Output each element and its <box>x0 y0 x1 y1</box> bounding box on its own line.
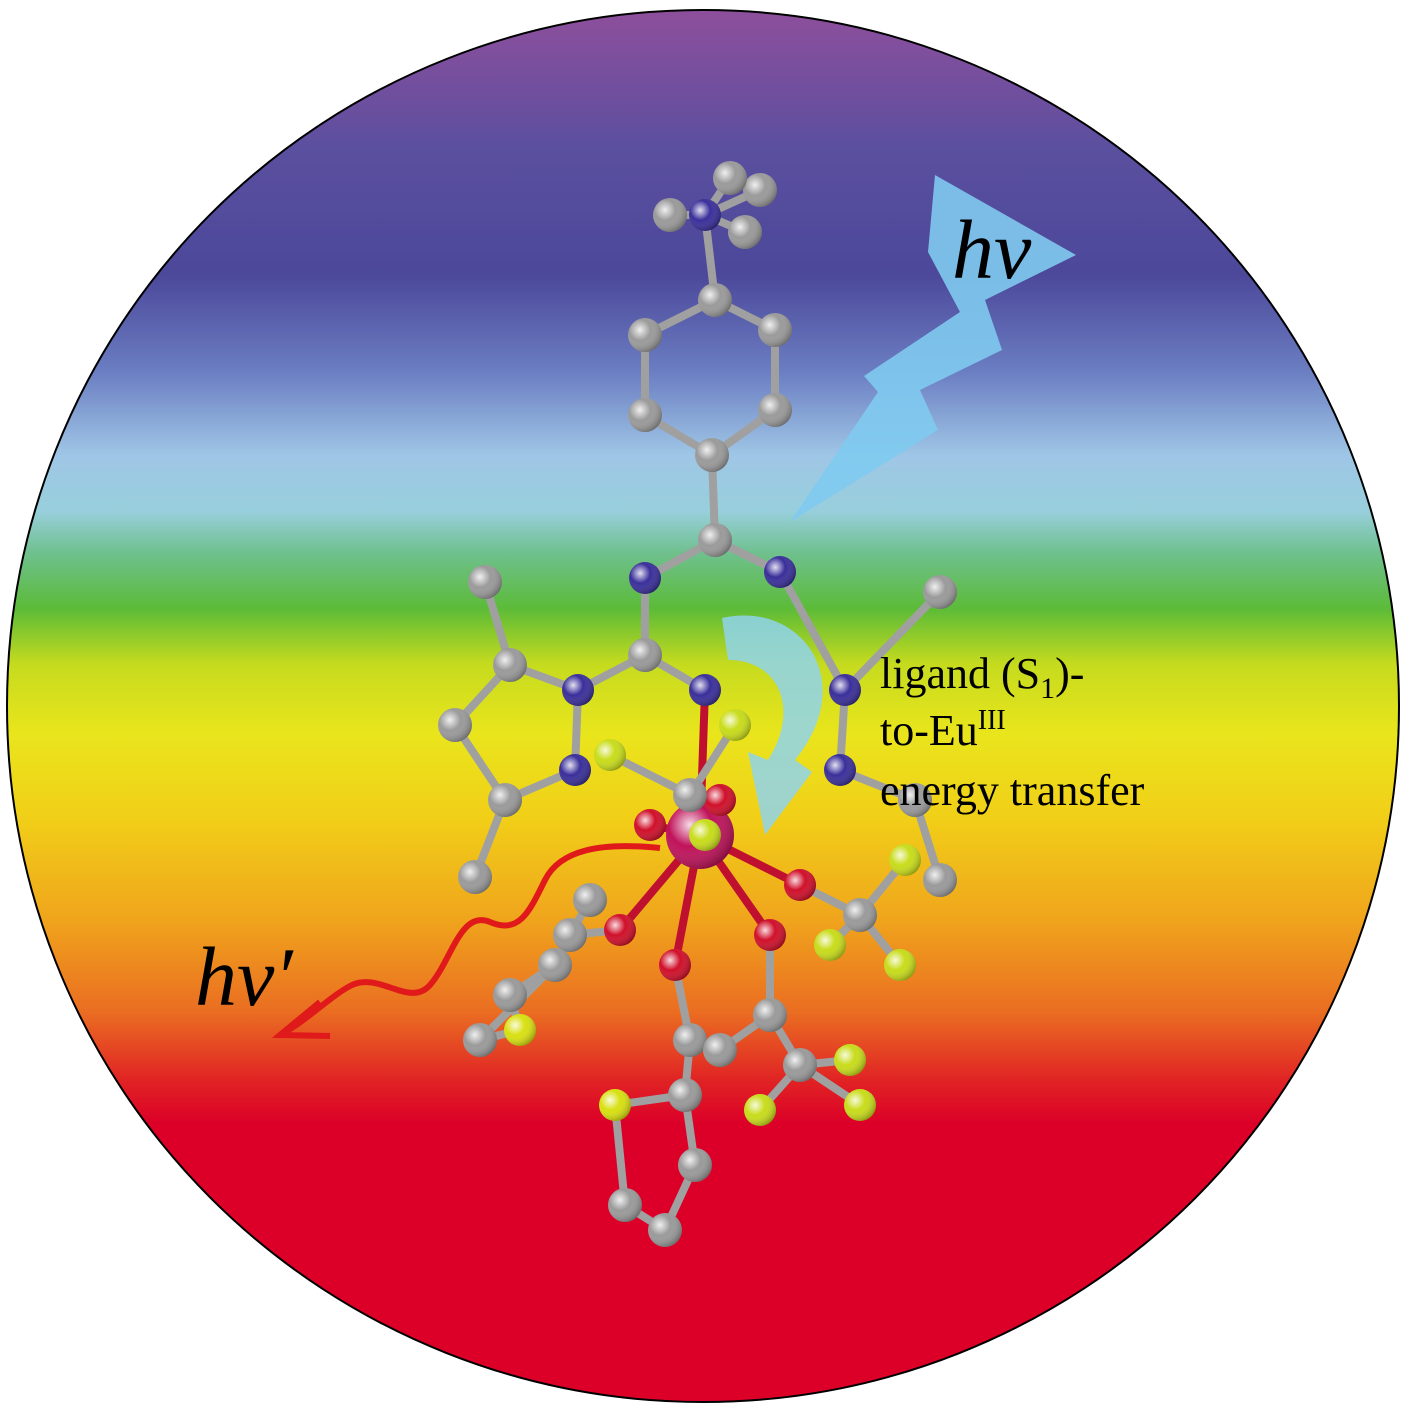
emission-arrowhead <box>271 999 331 1039</box>
annotation-text: to-Eu <box>880 706 978 755</box>
atom-shading <box>493 978 527 1012</box>
atom-shading <box>764 556 796 588</box>
emission-wave <box>278 843 661 1038</box>
annotation-superscript: III <box>978 705 1006 736</box>
atom-shading <box>744 1094 776 1126</box>
atom-shading <box>493 648 527 682</box>
atom-shading <box>659 949 691 981</box>
atom-shading <box>728 215 762 249</box>
atom-shading <box>678 1148 712 1182</box>
atom-shading <box>753 998 787 1032</box>
atom-shading <box>463 1023 497 1057</box>
bond <box>776 570 849 692</box>
atom-shading <box>573 883 607 917</box>
molecule <box>438 161 957 1247</box>
atom-shading <box>698 283 732 317</box>
atom-shading <box>843 898 877 932</box>
atom-shading <box>648 1213 682 1247</box>
atom-shading <box>758 393 792 427</box>
atom-shading <box>754 919 786 951</box>
atom-shading <box>468 565 502 599</box>
atom-shading <box>538 948 572 982</box>
atom-shading <box>438 708 472 742</box>
annotation-text: )- <box>1055 649 1084 698</box>
atom-shading <box>713 161 747 195</box>
atom-shading <box>628 638 662 672</box>
atom-shading <box>898 783 932 817</box>
excitation-label: hν <box>952 204 1032 297</box>
atom-shading <box>634 809 666 841</box>
atom-shading <box>553 918 587 952</box>
atom-shading <box>923 575 957 609</box>
atom-shading <box>673 778 707 812</box>
bond <box>842 589 943 693</box>
atom-shading <box>562 674 594 706</box>
atom-shading <box>884 949 916 981</box>
atom-shading <box>889 844 921 876</box>
atom-shading <box>704 784 736 816</box>
atom-shading <box>673 1023 707 1057</box>
atom-shading <box>629 562 661 594</box>
atom-shading <box>668 1078 702 1112</box>
atom-shading <box>695 438 729 472</box>
atom-shading <box>703 1033 737 1067</box>
annotation-line: energy transfer <box>880 766 1145 815</box>
atom-shading <box>758 313 792 347</box>
atom-shading <box>689 819 721 851</box>
emission-label: hν′ <box>195 931 294 1024</box>
atom-shading <box>814 929 846 961</box>
atom-shading <box>604 914 636 946</box>
atom-shading <box>689 674 721 706</box>
annotation-line: to-EuIII <box>880 705 1006 755</box>
annotation-subscript: 1 <box>1040 672 1055 705</box>
atom-shading <box>628 318 662 352</box>
lightning-bolt <box>790 175 1076 522</box>
annotation-text: ligand (S <box>880 649 1040 698</box>
atom-shading <box>608 1188 642 1222</box>
atom-shading <box>829 674 861 706</box>
atom-shading <box>743 173 777 207</box>
atom-shading <box>689 199 721 231</box>
atom-shading <box>844 1089 876 1121</box>
atom-shading <box>784 869 816 901</box>
atom-shading <box>599 1089 631 1121</box>
transfer-arrow <box>722 615 823 835</box>
atom-shading <box>824 754 856 786</box>
atom-shading <box>559 754 591 786</box>
atom-shading <box>458 860 492 894</box>
atom-shading <box>653 198 687 232</box>
atom-shading <box>698 523 732 557</box>
atom-shading <box>719 709 751 741</box>
atom-shading <box>504 1014 536 1046</box>
atom-shading <box>783 1048 817 1082</box>
atom-shading <box>834 1044 866 1076</box>
annotation-line: ligand (S1)- <box>880 649 1084 705</box>
atom-shading <box>488 783 522 817</box>
atom-shading <box>923 863 957 897</box>
atom-shading <box>628 398 662 432</box>
atom-shading <box>594 739 626 771</box>
